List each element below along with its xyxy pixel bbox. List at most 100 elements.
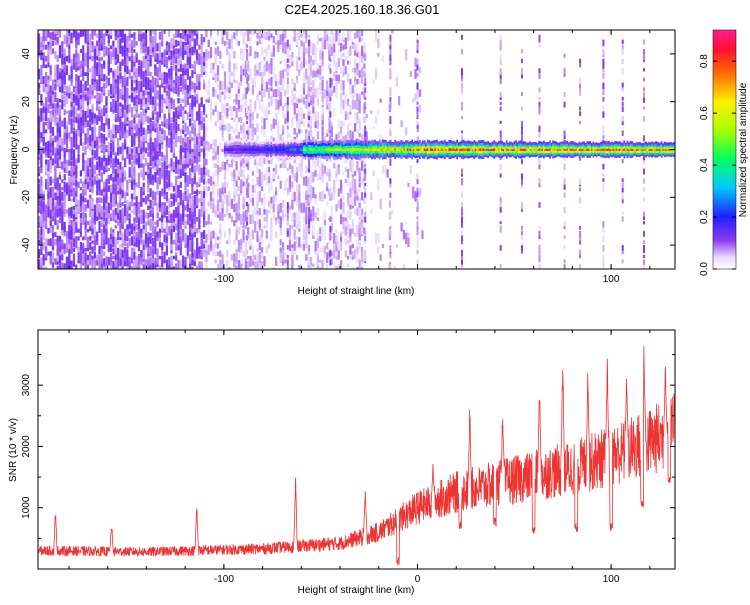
spectrogram-cell <box>302 97 306 105</box>
spectrogram-cell <box>186 193 189 200</box>
spectrogram-cell <box>209 144 213 150</box>
spectrogram-cell <box>63 109 66 116</box>
spectrogram-cell <box>277 90 280 96</box>
spectrogram-cell <box>133 223 136 231</box>
spectrogram-cell <box>42 199 45 209</box>
spectrogram-cell <box>330 192 333 201</box>
spectrogram-cell <box>191 81 194 90</box>
spectrogram-cell <box>119 61 122 72</box>
spectrogram-cell <box>137 88 141 98</box>
spectrogram-cell <box>47 228 50 234</box>
spectrogram-cell <box>61 226 64 236</box>
spectrogram-cell <box>226 31 229 40</box>
spectrogram-cell <box>165 95 168 107</box>
spectrogram-cell <box>140 30 143 42</box>
spectrogram-cell <box>298 71 301 76</box>
spectrogram-cell <box>326 80 329 91</box>
spectrogram-cell <box>328 44 331 51</box>
spectrogram-cell <box>256 93 259 101</box>
spectrogram-cell <box>100 228 103 241</box>
spectrogram-band-cell <box>262 143 265 147</box>
spectrogram-cell <box>45 97 48 105</box>
spectrogram-cell <box>128 238 131 247</box>
spectrogram-stripe <box>308 77 311 82</box>
spectrogram-cell <box>342 216 345 222</box>
spectrogram-band-cell <box>261 141 263 145</box>
spectrogram-stripe <box>389 264 392 269</box>
spectrogram-cell <box>419 89 422 97</box>
spectrogram-cell <box>247 129 250 141</box>
spectrogram-cell <box>168 226 171 236</box>
spectrogram-cell <box>170 164 173 168</box>
spectrogram-band-cell <box>257 145 260 149</box>
spectrogram-cell <box>42 76 45 80</box>
spectrogram-cell <box>168 257 171 266</box>
spectrogram-cell <box>395 244 398 248</box>
spectrogram-cell <box>98 170 101 176</box>
spectrogram-cell <box>72 221 76 226</box>
spectrogram-cell <box>223 81 227 90</box>
spectrogram-cell <box>117 85 120 94</box>
spectrogram-cell <box>305 231 308 238</box>
spectrogram-cell <box>326 96 329 106</box>
spectrogram-cell <box>61 242 64 250</box>
spectrogram-cell <box>172 239 175 245</box>
spectrogram-cell <box>61 239 64 246</box>
spectrogram-cell <box>351 267 354 269</box>
spectrogram-cell <box>200 148 203 153</box>
spectrogram-cell <box>140 126 143 137</box>
spectrogram-cell <box>372 170 375 177</box>
spectrogram-cell <box>203 243 206 249</box>
spectrogram-band-cell <box>292 153 294 156</box>
spectrogram-cell <box>312 70 315 78</box>
spectrogram-cell <box>91 104 94 113</box>
spectrogram-cell <box>196 182 199 188</box>
spectrogram-stripe <box>563 53 566 58</box>
spectrogram-band-cell <box>288 152 291 156</box>
spectrogram-stripe <box>329 135 332 141</box>
spectrogram-cell <box>351 243 354 249</box>
spectrogram-cell <box>140 37 143 50</box>
spectrogram-cell <box>347 192 350 200</box>
spectrogram-cell <box>117 30 120 37</box>
spectrogram-band-cell <box>299 153 302 157</box>
spectrogram-cell <box>149 48 152 54</box>
spectrogram-band-cell <box>316 148 319 151</box>
spectrogram-cell <box>161 151 164 157</box>
spectrogram-cell <box>103 74 106 82</box>
spectrogram-cell <box>182 64 185 68</box>
spectrogram-band-cell <box>321 156 324 159</box>
spectrogram-cell <box>103 251 106 257</box>
spectrogram-band-cell <box>237 151 240 155</box>
spectrogram-band-cell <box>323 148 325 151</box>
spectrogram-cell <box>110 152 113 164</box>
spectrogram-band-cell <box>225 154 228 157</box>
spectrogram-band-cell <box>315 142 318 146</box>
spectrogram-cell <box>358 167 361 180</box>
spectrogram-cell <box>335 251 338 257</box>
spectrogram-cell <box>349 195 352 205</box>
spectrogram-band-cell <box>251 142 254 146</box>
spectrogram-cell <box>63 68 66 80</box>
spectrogram-cell <box>58 68 62 80</box>
spectrogram-cell <box>340 66 343 74</box>
spectrogram-stripe <box>563 192 566 198</box>
spectrogram-cell <box>54 152 57 164</box>
spectrogram-cell <box>309 86 312 92</box>
spectrogram-cell <box>179 135 182 143</box>
spectrogram-cell <box>163 238 166 246</box>
spectrogram-cell <box>105 193 108 199</box>
spectrogram-cell <box>214 72 217 84</box>
spectrogram-cell <box>45 266 48 269</box>
spectrogram-cell <box>270 76 273 87</box>
spectrogram-cell <box>151 155 154 162</box>
spectrogram-cell <box>249 242 252 250</box>
spectrogram-cell <box>82 45 85 57</box>
spectrogram-cell <box>261 231 264 238</box>
spectrogram-cell <box>377 53 380 57</box>
spectrogram-cell <box>119 107 122 117</box>
spectrogram-cell <box>40 49 43 61</box>
spectrogram-stripe <box>602 58 605 66</box>
spectrogram-stripe <box>643 269 645 273</box>
spectrogram-stripe <box>499 96 502 100</box>
